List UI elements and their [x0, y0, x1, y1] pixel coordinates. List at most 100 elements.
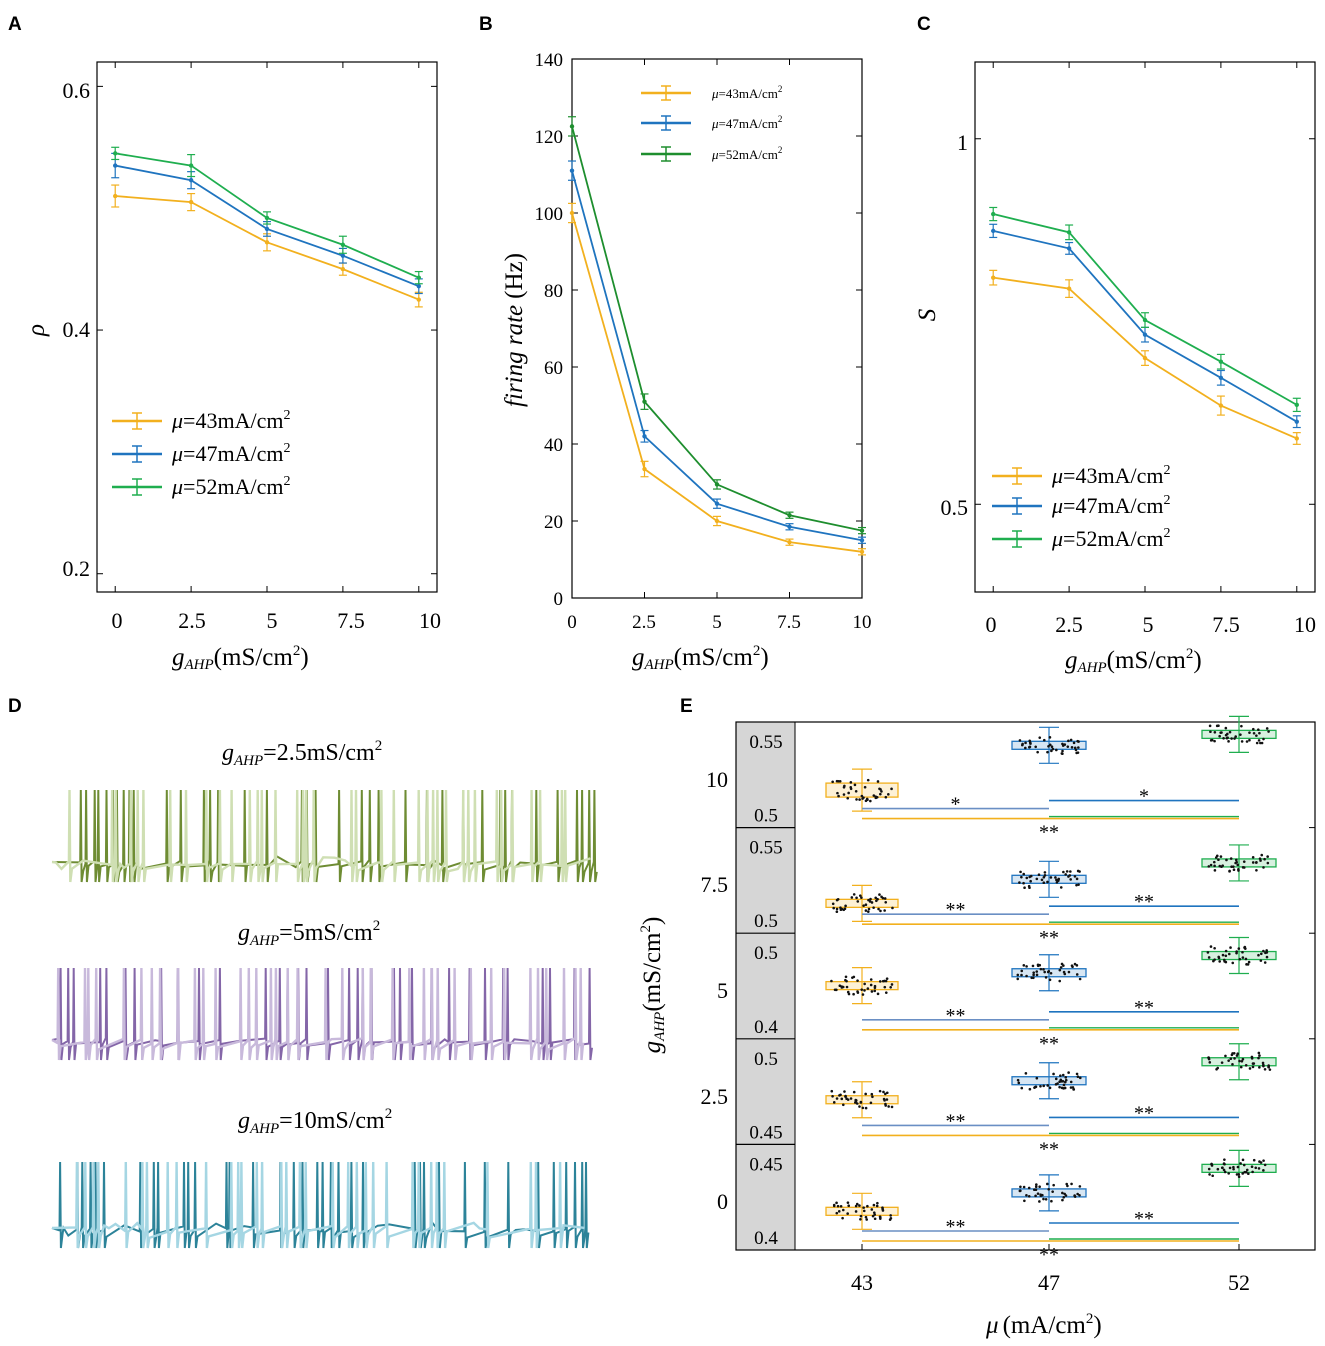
series-line-2	[993, 213, 1298, 406]
e-dot	[870, 901, 874, 904]
e-dot	[839, 1093, 842, 1097]
e-dot	[1064, 1078, 1068, 1082]
e-dot	[1029, 879, 1032, 883]
e-dot	[1036, 750, 1039, 754]
e-dot	[1208, 1173, 1211, 1176]
e-dot	[1075, 973, 1079, 976]
e-dot	[1049, 876, 1053, 879]
e-dot	[881, 1209, 885, 1212]
e-dot	[1225, 858, 1228, 862]
e-dot	[866, 778, 870, 782]
e-dot	[1207, 1167, 1211, 1171]
e-dot	[1245, 740, 1249, 743]
e-dot	[876, 780, 880, 783]
e-dot	[1049, 971, 1053, 975]
e-dot	[863, 785, 867, 789]
e-dot	[1213, 730, 1217, 734]
e-dot	[852, 992, 855, 996]
e-dot	[1046, 880, 1049, 884]
e-dot	[1069, 738, 1073, 742]
e-xlabel: μ (mA/cm2)	[985, 1311, 1102, 1339]
e-dot	[1257, 1056, 1260, 1060]
e-dot	[1071, 1086, 1075, 1089]
e-dot	[1240, 740, 1244, 743]
e-dot	[888, 1218, 892, 1221]
e-sig-star: **	[1134, 1208, 1154, 1230]
e-dot	[864, 903, 868, 907]
e-sig-star: **	[1039, 1033, 1059, 1055]
e-sig-star: **	[1039, 822, 1059, 844]
e-xtick: 43	[851, 1270, 873, 1295]
e-dot	[1070, 964, 1074, 967]
e-dot	[835, 907, 839, 911]
e-dot	[890, 787, 893, 791]
e-dot	[1073, 746, 1077, 750]
e-dot	[1259, 1161, 1263, 1164]
c-ytick: 1	[957, 130, 968, 155]
b-xlabel: gAHP(mS/cm2)	[632, 643, 769, 673]
e-dot	[1034, 745, 1037, 749]
e-dot	[858, 1204, 861, 1207]
e-dot	[861, 797, 864, 800]
e-dot	[1213, 864, 1216, 868]
e-dot	[1207, 865, 1211, 868]
e-ytick: 10	[706, 767, 728, 792]
e-dot	[1241, 956, 1245, 959]
b-xtick: 7.5	[777, 612, 801, 633]
e-dot	[1069, 870, 1072, 873]
e-dot	[1067, 1071, 1070, 1074]
e-dot	[1075, 1072, 1079, 1076]
e-dot	[1078, 1185, 1082, 1188]
e-dot	[1207, 1056, 1210, 1060]
e-dot	[1046, 1084, 1050, 1087]
e-sig-star: **	[1039, 927, 1059, 949]
e-xtick: 52	[1228, 1270, 1250, 1295]
e-dot	[878, 980, 882, 983]
e-dot	[1061, 1198, 1064, 1202]
e-ytick: 0	[717, 1189, 728, 1214]
data-point	[340, 242, 346, 247]
a-xtick: 5	[267, 608, 278, 633]
e-dot	[1263, 961, 1267, 964]
panel-e-chart: 0.550.5* ***0.550.5** ****0.50.4** ****0.50…	[638, 715, 1316, 1339]
e-dot	[883, 1092, 887, 1096]
e-dot	[1259, 741, 1262, 745]
e-dot	[854, 1204, 858, 1208]
e-dot	[1227, 1172, 1230, 1175]
data-point	[188, 177, 194, 183]
data-point	[1066, 286, 1072, 291]
e-dot	[1073, 962, 1077, 966]
e-dot	[1265, 951, 1269, 954]
e-dot	[1216, 1066, 1220, 1070]
e-dot	[1063, 1080, 1067, 1084]
a-xlabel: gAHP(mS/cm2)	[172, 643, 309, 673]
e-dot	[1234, 735, 1237, 738]
e-dot	[1251, 727, 1255, 731]
e-dot	[1221, 953, 1225, 957]
e-dot	[832, 1101, 836, 1104]
e-dot	[1233, 737, 1236, 740]
data-point	[991, 275, 996, 280]
e-dot	[1062, 970, 1066, 974]
e-dot	[1019, 1185, 1022, 1189]
voltage-trace-light	[51, 967, 585, 1061]
e-dot	[1029, 742, 1032, 745]
e-dot	[1058, 1085, 1061, 1089]
e-dot	[866, 1204, 869, 1208]
e-dot	[1040, 878, 1044, 882]
e-dot	[1076, 1192, 1079, 1196]
e-dot	[878, 893, 881, 896]
e-dot	[1251, 1170, 1254, 1174]
e-dot	[1051, 747, 1055, 751]
e-dot	[1035, 973, 1039, 977]
e-dot	[837, 794, 840, 798]
b-ylabel: firing rate(Hz)	[501, 253, 528, 407]
e-dot	[1268, 1068, 1272, 1071]
e-dot	[1025, 1193, 1028, 1197]
e-dot	[1228, 1166, 1232, 1170]
e-dot	[1075, 964, 1079, 967]
e-dot	[1241, 866, 1245, 869]
e-dot	[1209, 730, 1212, 734]
e-dot	[1028, 745, 1031, 749]
e-dot	[1043, 970, 1046, 974]
